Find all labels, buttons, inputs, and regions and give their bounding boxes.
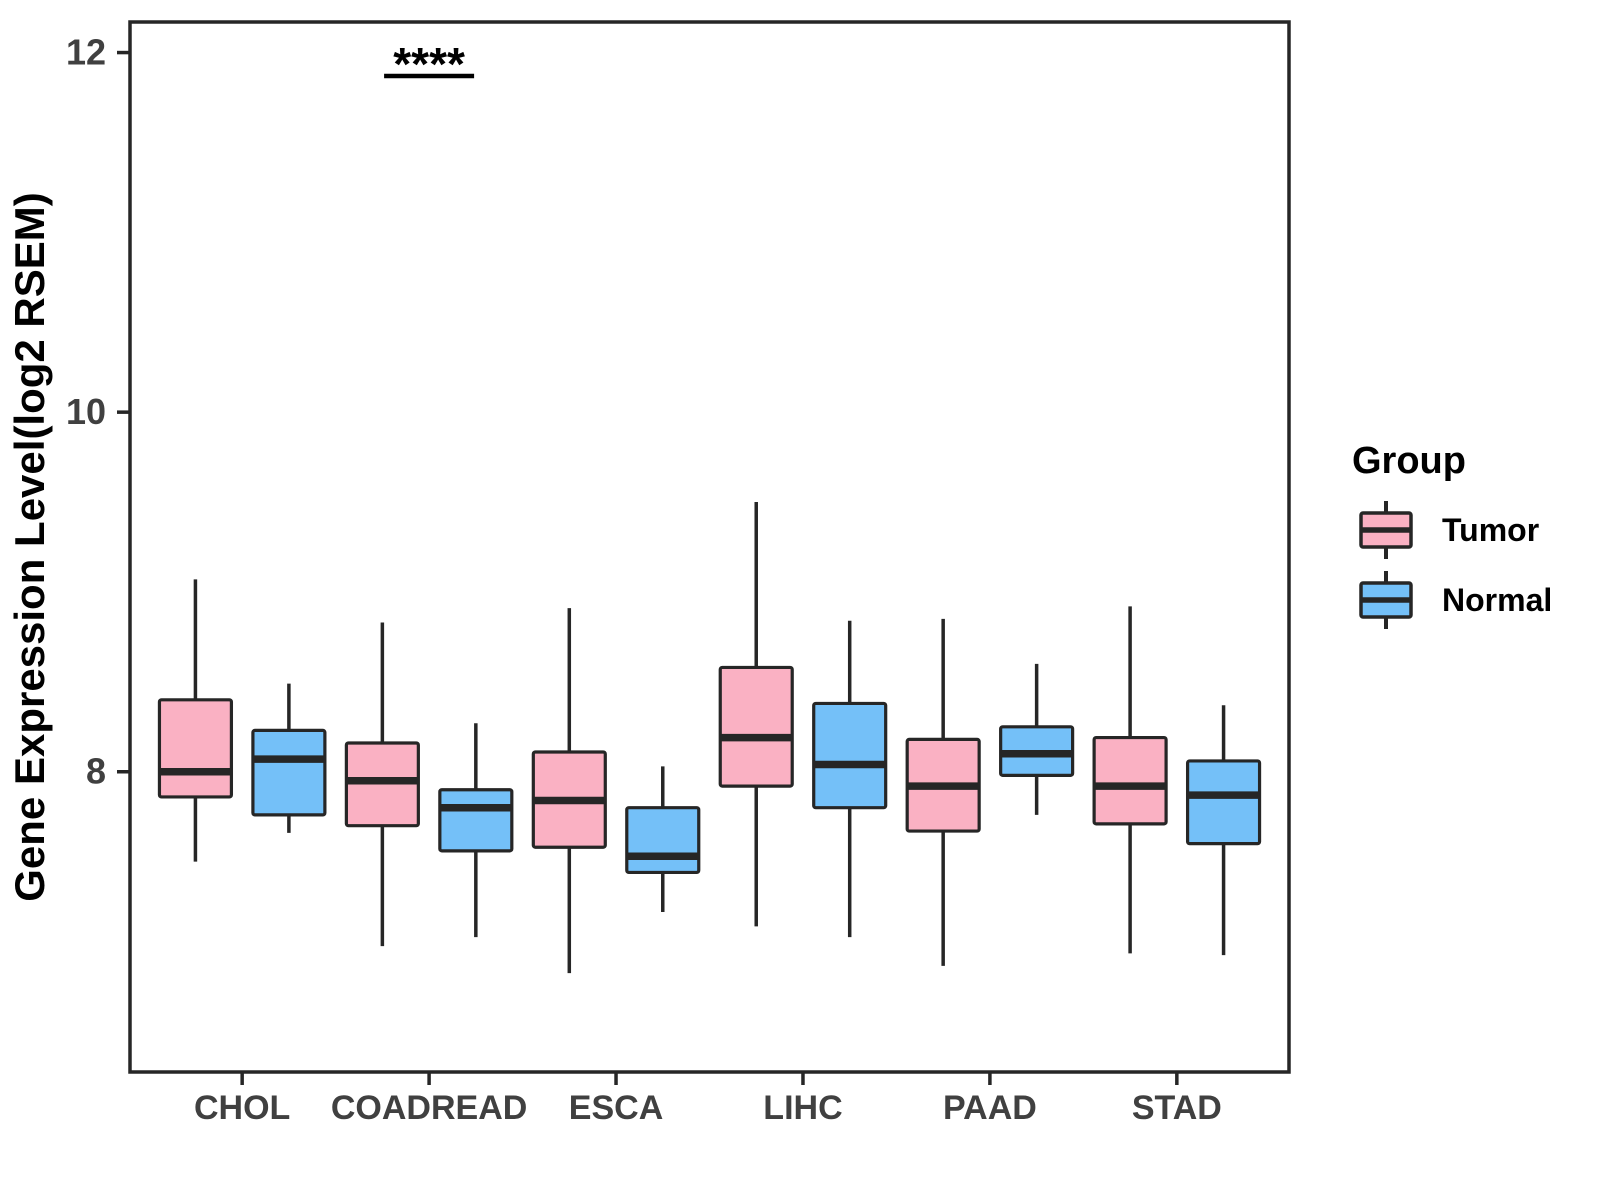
legend-item-tumor: Tumor (1352, 499, 1552, 561)
y-tick-label-12: 12 (66, 32, 106, 73)
tumor-boxplot-key-icon (1359, 501, 1413, 559)
box-normal-esca (625, 806, 701, 875)
box-normal-chol (251, 728, 327, 817)
category-label-CHOL: CHOL (194, 1089, 290, 1127)
legend-title: Group (1352, 440, 1466, 482)
legend: Group Tumor Normal (1352, 440, 1552, 639)
y-axis-title: Gene Expression Level(log2 RSEM) (6, 192, 53, 902)
category-label-COADREAD: COADREAD (331, 1089, 527, 1127)
legend-label-normal: Normal (1442, 581, 1553, 618)
category-label-PAAD: PAAD (943, 1089, 1037, 1127)
significance-label: **** (393, 38, 465, 90)
box-tumor-lihc (718, 665, 794, 788)
y-tick-label-8: 8 (86, 751, 106, 792)
legend-label-tumor: Tumor (1442, 511, 1540, 548)
box-tumor-chol (157, 698, 234, 799)
box-normal-lihc (812, 701, 888, 810)
box-normal-coadread (438, 788, 514, 853)
normal-boxplot-key-icon (1359, 571, 1413, 629)
panel-border (128, 20, 1291, 1074)
category-label-STAD: STAD (1132, 1089, 1222, 1127)
box-normal-stad (1185, 759, 1262, 846)
category-label-ESCA: ESCA (569, 1089, 663, 1127)
legend-item-normal: Normal (1352, 569, 1552, 631)
box-tumor-stad (1092, 735, 1168, 826)
y-tick-label-10: 10 (66, 391, 106, 432)
category-label-LIHC: LIHC (763, 1089, 842, 1127)
